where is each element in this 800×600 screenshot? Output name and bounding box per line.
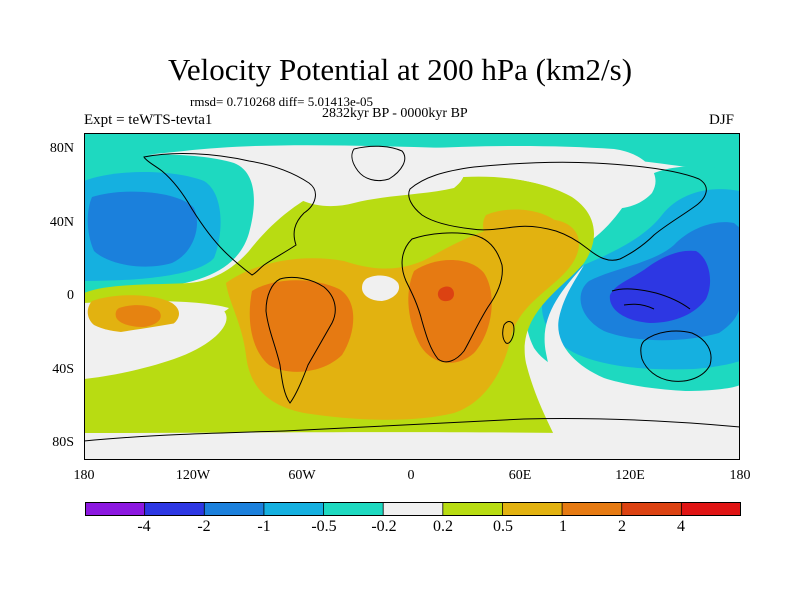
colorbar-label: 0.2 bbox=[433, 518, 453, 535]
lon-label-60w: 60W bbox=[288, 468, 316, 483]
contour-pos2-africa bbox=[437, 286, 454, 302]
lat-label-40n: 40N bbox=[49, 215, 74, 230]
contour-pos05-mideast bbox=[483, 209, 563, 258]
lon-label-180e: 180 bbox=[729, 468, 751, 483]
colorbar-frame bbox=[85, 502, 741, 516]
lat-label-40s: 40S bbox=[52, 362, 74, 377]
contour-pos1-pacific bbox=[115, 305, 161, 327]
contour-neutral-indian-ocean bbox=[544, 265, 740, 460]
plot-title: Velocity Potential at 200 hPa (km2/s) bbox=[167, 52, 633, 87]
lon-label-120e: 120E bbox=[615, 468, 645, 483]
contour-neutral-east-pacific bbox=[84, 311, 227, 379]
lat-label-80n: 80N bbox=[49, 141, 74, 156]
colorbar-label: -1 bbox=[257, 518, 271, 535]
colorbar-label: -0.2 bbox=[371, 518, 397, 535]
colorbar bbox=[85, 502, 741, 516]
colorbar-box bbox=[502, 502, 563, 516]
lon-label-0: 0 bbox=[407, 468, 415, 483]
colorbar-box bbox=[85, 502, 146, 516]
colorbar-label: 0.5 bbox=[493, 518, 513, 535]
coastline-madagascar bbox=[502, 321, 515, 344]
stats-line: rmsd= 0.710268 diff= 5.01413e-05 bbox=[190, 94, 374, 109]
contour-neg02-arctic bbox=[84, 133, 740, 175]
colorbar-box bbox=[621, 502, 683, 516]
lat-label-0: 0 bbox=[67, 288, 74, 303]
lon-label-60e: 60E bbox=[508, 468, 532, 483]
period-label: 2832kyr BP - 0000kyr BP bbox=[322, 106, 468, 121]
colorbar-box bbox=[144, 502, 206, 516]
colorbar-box bbox=[323, 502, 385, 516]
contour-neg1-pacific-west bbox=[87, 191, 198, 267]
lat-label-80s: 80S bbox=[52, 435, 74, 450]
coastline-greenland bbox=[351, 145, 406, 182]
lon-label-180w: 180 bbox=[73, 468, 95, 483]
colorbar-label: 1 bbox=[559, 518, 567, 535]
colorbar-box bbox=[561, 502, 623, 516]
coastline-africa bbox=[401, 232, 503, 363]
coastline-eurasia bbox=[408, 161, 707, 261]
contour-neutral-antarctic bbox=[84, 432, 566, 460]
experiment-label: Expt = teWTS-tevta1 bbox=[84, 112, 213, 128]
contour-neg2-indopacific bbox=[609, 250, 711, 323]
coastline-north-america bbox=[143, 153, 316, 276]
season-label: DJF bbox=[709, 112, 735, 128]
coastline-indonesia bbox=[611, 288, 691, 310]
coastline-antarctica bbox=[84, 417, 740, 442]
colorbar-label: 2 bbox=[618, 518, 626, 535]
map-frame bbox=[84, 133, 740, 460]
colorbar-box bbox=[442, 502, 504, 516]
velocity-potential-map bbox=[84, 133, 740, 460]
lon-label-120w: 120W bbox=[175, 468, 211, 483]
colorbar-box bbox=[382, 502, 444, 516]
colorbar-box bbox=[203, 502, 265, 516]
contour-pos1-south-america bbox=[249, 280, 354, 372]
coastline-south-america bbox=[265, 276, 336, 404]
colorbar-label: -4 bbox=[137, 518, 151, 535]
contour-neutral-gulf-guinea bbox=[362, 275, 400, 301]
colorbar-label: -0.5 bbox=[311, 518, 337, 535]
coastline-australia bbox=[640, 330, 712, 382]
colorbar-box bbox=[680, 502, 741, 516]
contour-neutral-north-atlantic bbox=[413, 146, 656, 209]
coastlines bbox=[84, 145, 740, 442]
colorbar-label: 4 bbox=[677, 518, 685, 535]
colorbar-box bbox=[263, 502, 325, 516]
colorbar-label: -2 bbox=[197, 518, 211, 535]
